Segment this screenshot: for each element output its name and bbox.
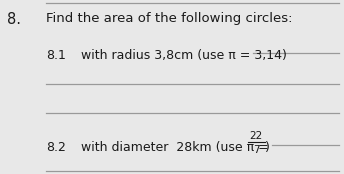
Text: ): ) (265, 141, 270, 154)
Text: 8.: 8. (7, 12, 21, 27)
Text: 8.2: 8.2 (46, 141, 66, 154)
Text: with radius 3,8cm (use π = 3,14): with radius 3,8cm (use π = 3,14) (81, 49, 287, 62)
Text: Find the area of the following circles:: Find the area of the following circles: (46, 12, 293, 25)
Text: 8.1: 8.1 (46, 49, 66, 62)
Text: with diameter  28km (use π =: with diameter 28km (use π = (81, 141, 272, 154)
Text: 7: 7 (253, 145, 260, 155)
Text: 22: 22 (250, 131, 263, 141)
